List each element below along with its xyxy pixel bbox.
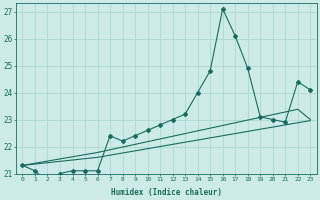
X-axis label: Humidex (Indice chaleur): Humidex (Indice chaleur)	[111, 188, 222, 197]
